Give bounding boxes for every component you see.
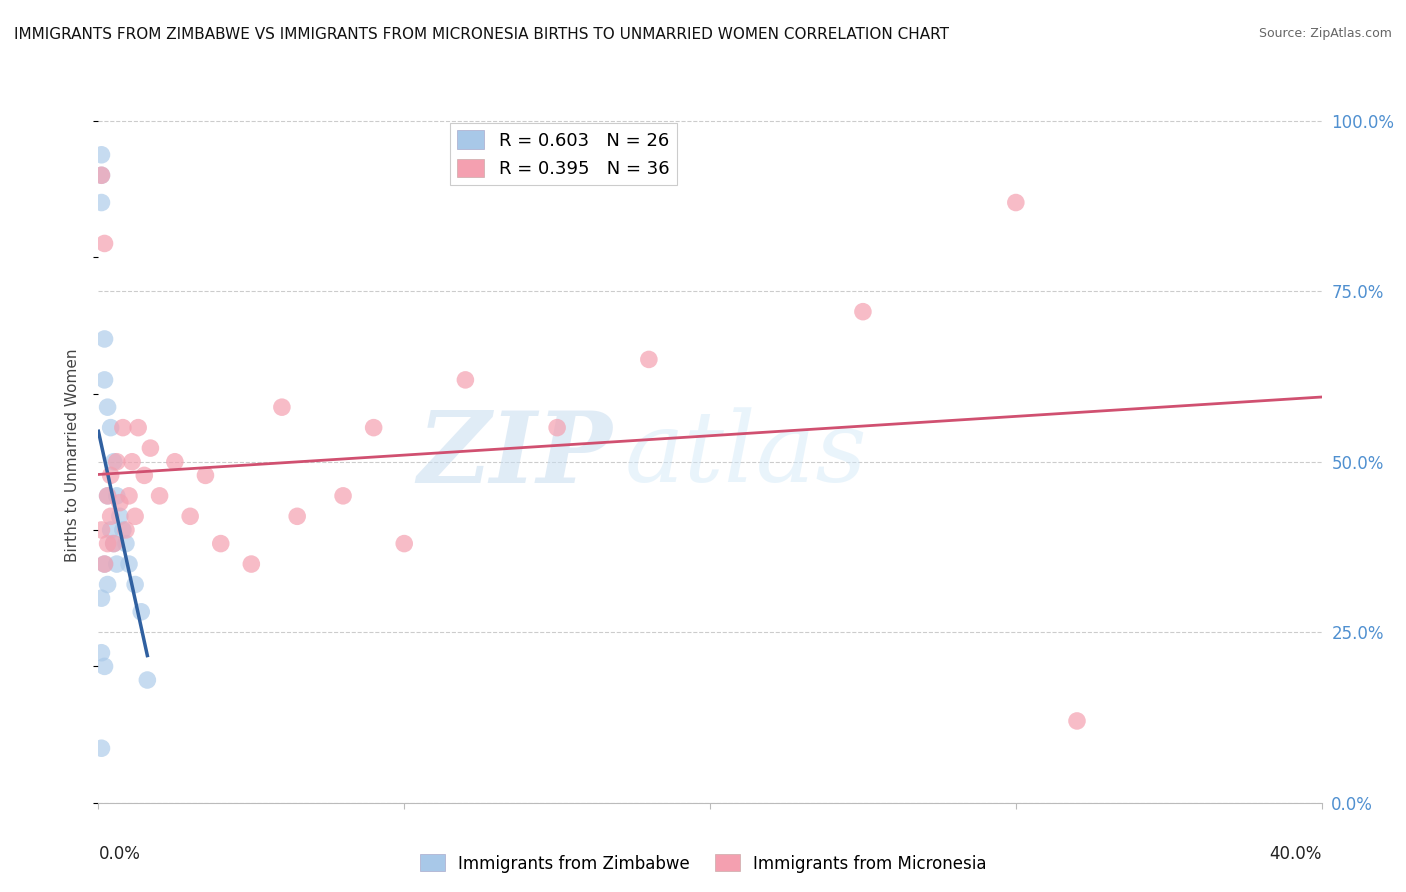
- Point: [115, 536, 138, 550]
- Text: IMMIGRANTS FROM ZIMBABWE VS IMMIGRANTS FROM MICRONESIA BIRTHS TO UNMARRIED WOMEN: IMMIGRANTS FROM ZIMBABWE VS IMMIGRANTS F…: [14, 27, 949, 42]
- Point: [100, 468, 122, 483]
- Point: [103, 536, 125, 550]
- Point: [111, 523, 134, 537]
- Point: [105, 489, 128, 503]
- Point: [270, 400, 292, 414]
- Point: [90, 168, 112, 182]
- Point: [105, 557, 128, 571]
- Point: [363, 420, 385, 434]
- Y-axis label: Births to Unmarried Women: Births to Unmarried Women: [65, 348, 80, 562]
- Point: [108, 496, 131, 510]
- Point: [90, 591, 112, 606]
- Point: [127, 420, 149, 434]
- Point: [90, 741, 112, 756]
- Point: [93, 557, 115, 571]
- Point: [97, 577, 120, 591]
- Text: 0.0%: 0.0%: [98, 845, 141, 863]
- Point: [129, 605, 152, 619]
- Point: [90, 168, 112, 182]
- Point: [852, 304, 875, 318]
- Point: [97, 536, 120, 550]
- Point: [149, 489, 172, 503]
- Point: [90, 148, 112, 162]
- Point: [103, 455, 125, 469]
- Point: [392, 536, 416, 550]
- Point: [194, 468, 217, 483]
- Point: [97, 400, 120, 414]
- Point: [93, 659, 115, 673]
- Point: [240, 557, 263, 571]
- Point: [136, 673, 159, 687]
- Point: [90, 195, 112, 210]
- Point: [93, 373, 115, 387]
- Point: [97, 489, 120, 503]
- Point: [105, 455, 128, 469]
- Legend: Immigrants from Zimbabwe, Immigrants from Micronesia: Immigrants from Zimbabwe, Immigrants fro…: [413, 847, 993, 880]
- Point: [285, 509, 308, 524]
- Point: [121, 455, 143, 469]
- Point: [93, 332, 115, 346]
- Point: [108, 509, 131, 524]
- Point: [90, 523, 112, 537]
- Text: ZIP: ZIP: [418, 407, 612, 503]
- Point: [100, 523, 122, 537]
- Point: [209, 536, 232, 550]
- Text: atlas: atlas: [624, 408, 868, 502]
- Point: [1066, 714, 1088, 728]
- Point: [637, 352, 661, 367]
- Text: Source: ZipAtlas.com: Source: ZipAtlas.com: [1258, 27, 1392, 40]
- Legend: R = 0.603   N = 26, R = 0.395   N = 36: R = 0.603 N = 26, R = 0.395 N = 36: [450, 123, 676, 186]
- Point: [139, 441, 162, 455]
- Point: [93, 236, 115, 251]
- Point: [103, 536, 125, 550]
- Point: [332, 489, 354, 503]
- Point: [90, 646, 112, 660]
- Point: [454, 373, 477, 387]
- Point: [124, 509, 146, 524]
- Point: [97, 489, 120, 503]
- Point: [100, 509, 122, 524]
- Point: [111, 420, 134, 434]
- Point: [546, 420, 568, 434]
- Text: 40.0%: 40.0%: [1270, 845, 1322, 863]
- Point: [1004, 195, 1026, 210]
- Point: [115, 523, 138, 537]
- Point: [134, 468, 156, 483]
- Point: [118, 557, 141, 571]
- Point: [124, 577, 146, 591]
- Point: [100, 420, 122, 434]
- Point: [93, 557, 115, 571]
- Point: [163, 455, 186, 469]
- Point: [179, 509, 201, 524]
- Point: [118, 489, 141, 503]
